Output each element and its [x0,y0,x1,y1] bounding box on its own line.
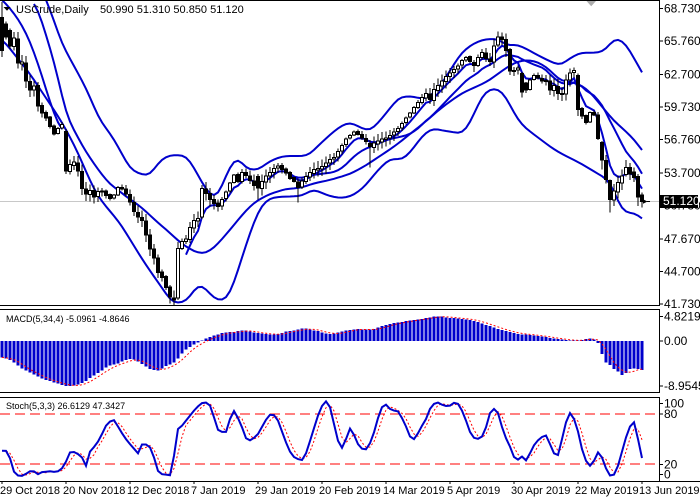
svg-text:20 Feb 2019: 20 Feb 2019 [319,485,381,497]
svg-text:12 Dec 2018: 12 Dec 2018 [127,485,189,497]
svg-text:Stoch(5,3,3) 26.6129 47.3427: Stoch(5,3,3) 26.6129 47.3427 [6,401,125,411]
svg-text:41.730: 41.730 [664,297,700,311]
svg-text:20: 20 [664,457,678,471]
svg-text:29 Jan 2019: 29 Jan 2019 [255,485,316,497]
svg-text:100: 100 [664,396,684,410]
svg-text:30 Apr 2019: 30 Apr 2019 [511,485,570,497]
svg-text:59.730: 59.730 [664,100,700,114]
svg-text:80: 80 [664,407,678,421]
svg-text:56.760: 56.760 [664,133,700,147]
svg-text:51.120: 51.120 [663,194,700,208]
svg-text:-8.9545: -8.9545 [664,379,700,393]
svg-text:7 Jan 2019: 7 Jan 2019 [191,485,245,497]
svg-text:14 Mar 2019: 14 Mar 2019 [383,485,445,497]
svg-text:29 Oct 2018: 29 Oct 2018 [0,485,60,497]
svg-text:62.700: 62.700 [664,67,700,81]
svg-text:53.700: 53.700 [664,166,700,180]
svg-text:22 May 2019: 22 May 2019 [575,485,639,497]
svg-text:44.700: 44.700 [664,265,700,279]
svg-text:4.8219: 4.8219 [664,310,700,324]
svg-text:MACD(5,34,4) -5.0961 -4.8646: MACD(5,34,4) -5.0961 -4.8646 [6,314,130,324]
svg-text:20 Nov 2018: 20 Nov 2018 [63,485,125,497]
svg-text:5 Apr 2019: 5 Apr 2019 [447,485,500,497]
svg-text:13 Jun 2019: 13 Jun 2019 [639,485,700,497]
svg-text:0.00: 0.00 [664,334,688,348]
svg-text:0: 0 [664,467,671,481]
svg-text:47.670: 47.670 [664,232,700,246]
svg-text:USCrude,Daily: USCrude,Daily [16,4,89,16]
svg-text:65.760: 65.760 [664,34,700,48]
svg-text:50.990 51.310 50.850 51.120: 50.990 51.310 50.850 51.120 [100,4,244,16]
svg-text:68.730: 68.730 [664,1,700,15]
